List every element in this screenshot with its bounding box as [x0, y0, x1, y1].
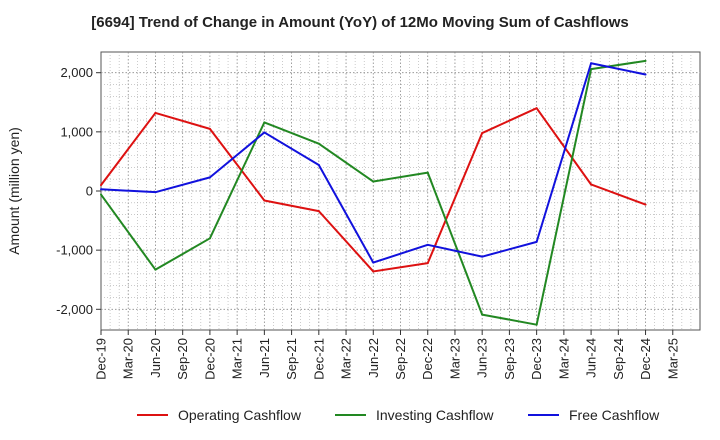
y-tick-label: -2,000	[56, 302, 93, 317]
data-point-operating-cashflow	[590, 183, 593, 186]
x-tick-label: Sep-20	[175, 338, 190, 380]
data-point-operating-cashflow	[154, 111, 157, 114]
chart-title: [6694] Trend of Change in Amount (YoY) o…	[91, 14, 629, 31]
x-tick-label: Jun-23	[475, 338, 490, 378]
y-tick-label: 2,000	[60, 65, 93, 80]
data-point-free-cashflow	[481, 255, 484, 258]
data-point-operating-cashflow	[317, 210, 320, 213]
data-point-operating-cashflow	[372, 270, 375, 273]
x-tick-label: Sep-22	[393, 338, 408, 380]
x-tick-label: Mar-25	[665, 338, 680, 379]
data-point-free-cashflow	[426, 243, 429, 246]
data-point-investing-cashflow	[208, 237, 211, 240]
data-point-investing-cashflow	[644, 59, 647, 62]
data-point-free-cashflow	[590, 62, 593, 65]
data-point-operating-cashflow	[535, 107, 538, 110]
x-tick-label: Jun-24	[584, 338, 599, 378]
data-point-operating-cashflow	[481, 132, 484, 135]
x-tick-label: Dec-20	[202, 338, 217, 380]
x-tick-label: Mar-24	[556, 338, 571, 379]
x-tick-label: Mar-23	[447, 338, 462, 379]
x-tick-label: Dec-21	[311, 338, 326, 380]
x-tick-label: Dec-24	[638, 338, 653, 380]
data-point-operating-cashflow	[644, 203, 647, 206]
data-point-investing-cashflow	[100, 193, 102, 196]
data-point-investing-cashflow	[535, 323, 538, 326]
x-tick-label: Jun-22	[366, 338, 381, 378]
data-point-operating-cashflow	[208, 127, 211, 130]
series-layer	[100, 59, 647, 326]
data-point-investing-cashflow	[590, 68, 593, 71]
axis-layer: 2,000 1,000 0 -1,000 -2,000 Dec-19 Mar-20 Jun-2…	[56, 65, 680, 380]
legend-label-operating-cashflow: Operating Cashflow	[178, 407, 302, 423]
data-point-investing-cashflow	[263, 121, 266, 124]
x-tick-label: Sep-21	[284, 338, 299, 380]
data-point-operating-cashflow	[263, 199, 266, 202]
x-tick-label: Sep-23	[502, 338, 517, 380]
legend-label-investing-cashflow: Investing Cashflow	[376, 407, 494, 423]
x-tick-label: Mar-21	[230, 338, 245, 379]
data-point-investing-cashflow	[317, 142, 320, 145]
data-point-investing-cashflow	[372, 180, 375, 183]
data-point-free-cashflow	[154, 191, 157, 194]
data-point-investing-cashflow	[154, 268, 157, 271]
data-point-free-cashflow	[100, 188, 102, 191]
data-point-operating-cashflow	[426, 262, 429, 265]
legend-label-free-cashflow: Free Cashflow	[569, 407, 660, 423]
x-tick-label: Dec-22	[420, 338, 435, 380]
legend: Operating Cashflow Investing Cashflow Free…	[137, 407, 660, 423]
data-point-free-cashflow	[372, 261, 375, 264]
data-point-free-cashflow	[644, 73, 647, 76]
x-tick-label: Sep-24	[611, 338, 626, 380]
x-tick-label: Mar-22	[339, 338, 354, 379]
x-tick-label: Jun-21	[257, 338, 272, 378]
data-point-free-cashflow	[317, 163, 320, 166]
grid-layer	[100, 51, 701, 331]
x-tick-label: Mar-20	[121, 338, 136, 379]
y-tick-label: 0	[86, 184, 93, 199]
data-point-investing-cashflow	[481, 313, 484, 316]
data-point-free-cashflow	[535, 240, 538, 243]
data-point-operating-cashflow	[100, 184, 102, 187]
x-tick-label: Dec-19	[94, 338, 109, 380]
y-axis-title: Amount (million yen)	[6, 127, 22, 255]
y-tick-label: -1,000	[56, 243, 93, 258]
data-point-free-cashflow	[263, 131, 266, 134]
x-tick-label: Jun-20	[148, 338, 163, 378]
data-point-free-cashflow	[208, 176, 211, 179]
x-tick-label: Dec-23	[529, 338, 544, 380]
data-point-investing-cashflow	[426, 171, 429, 174]
y-tick-label: 1,000	[60, 124, 93, 139]
